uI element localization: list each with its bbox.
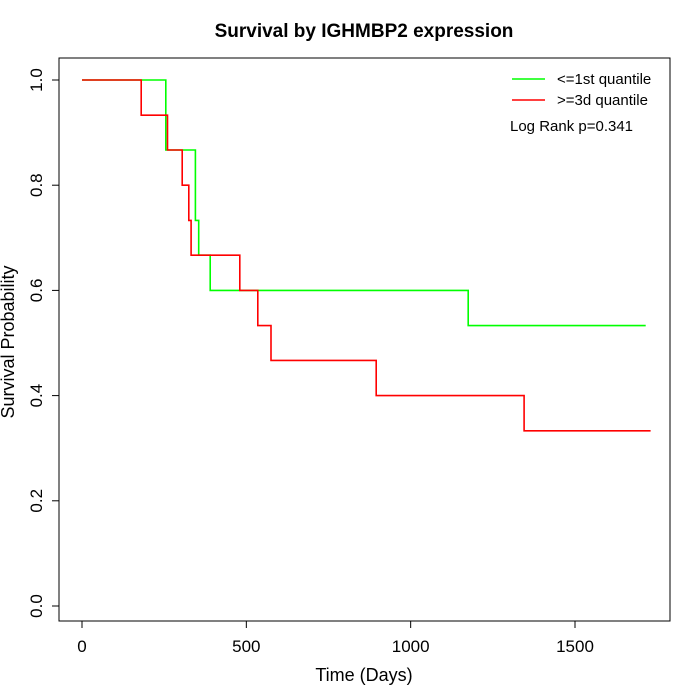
y-tick-label: 0.2 <box>27 489 46 513</box>
x-tick-label: 500 <box>232 637 260 656</box>
y-tick-label: 1.0 <box>27 68 46 92</box>
legend-label-2: >=3d quantile <box>557 92 648 109</box>
chart-title: Survival by IGHMBP2 expression <box>215 21 514 42</box>
x-tick-label: 1000 <box>392 637 430 656</box>
plot-frame <box>58 57 671 622</box>
series-line-2 <box>82 79 651 432</box>
x-axis: 0 500 1000 1500 <box>77 620 594 656</box>
legend-label-1: <=1st quantile <box>557 71 651 88</box>
y-axis-label: Survival Probability <box>0 265 18 418</box>
y-tick-label: 0.8 <box>27 173 46 197</box>
y-tick-label: 0.0 <box>27 594 46 618</box>
series-line-1 <box>82 79 646 327</box>
y-tick-label: 0.4 <box>27 384 46 408</box>
y-tick-label: 0.6 <box>27 279 46 303</box>
series-group <box>82 79 651 432</box>
x-tick-label: 1500 <box>556 637 594 656</box>
y-axis: 0.0 0.2 0.4 0.6 0.8 1.0 <box>27 68 60 618</box>
log-rank-annotation: Log Rank p=0.341 <box>510 118 633 135</box>
x-axis-label: Time (Days) <box>315 665 412 685</box>
legend: <=1st quantile >=3d quantile <box>512 71 651 109</box>
x-tick-label: 0 <box>77 637 86 656</box>
